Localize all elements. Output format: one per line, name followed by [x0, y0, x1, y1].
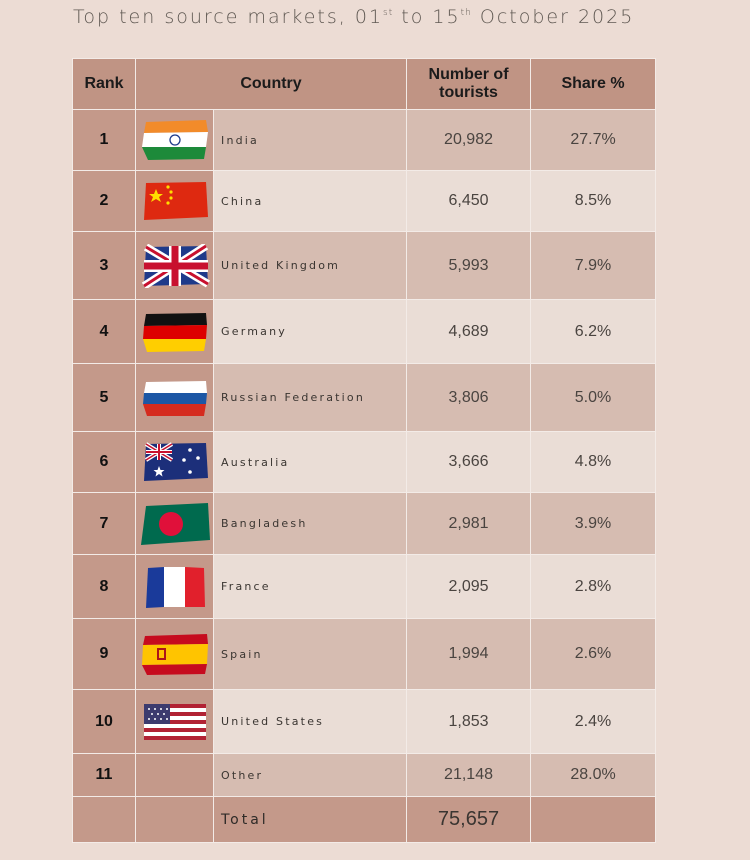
tourists-cell: 3,806: [406, 363, 532, 432]
share-cell: 3.9%: [530, 492, 657, 555]
country-cell: Australia: [212, 431, 408, 493]
usa-flag-icon: [143, 703, 206, 740]
total-row: Total 75,657: [72, 796, 657, 843]
rank-cell: [72, 796, 136, 843]
country-cell: Bangladesh: [212, 492, 408, 555]
table-row: 6 Australia 3,666: [72, 431, 657, 493]
table-row: 2 China 6,450 8.5%: [72, 170, 657, 232]
rank-cell: 11: [72, 753, 136, 797]
share-cell: 2.4%: [530, 689, 657, 754]
flag-cell: [135, 109, 214, 171]
tourists-cell: 21,148: [406, 753, 532, 797]
table-row: 9 Spain 1,994 2.6%: [72, 618, 657, 690]
rank-header: Rank: [72, 58, 136, 110]
tourists-cell: 20,982: [406, 109, 532, 171]
rank-cell: 6: [72, 431, 136, 493]
table-row: 5 Russian Federation 3,806 5.0%: [72, 363, 657, 432]
rank-cell: 8: [72, 554, 136, 619]
rank-cell: 1: [72, 109, 136, 171]
source-markets-table: Rank Country Number of tourists Share % …: [72, 58, 657, 843]
flag-cell: [135, 753, 214, 797]
rank-cell: 5: [72, 363, 136, 432]
table-row: 4 Germany 4,689 6.2%: [72, 299, 657, 364]
bangladesh-flag-icon: [140, 502, 210, 545]
china-flag-icon: [143, 182, 208, 220]
germany-flag-icon: [142, 312, 207, 352]
table-row: 3 United Kingdom 5,993 7.9%: [72, 231, 657, 300]
country-cell: Germany: [212, 299, 408, 364]
uk-flag-icon: [141, 243, 210, 288]
tourists-cell: 1,853: [406, 689, 532, 754]
table-row: 10: [72, 689, 657, 754]
share-cell: 6.2%: [530, 299, 657, 364]
rank-cell: 2: [72, 170, 136, 232]
total-label: Total: [212, 796, 408, 843]
page-title: Top ten source markets, 01st to 15th Oct…: [73, 6, 635, 28]
france-flag-icon: [145, 566, 205, 608]
spain-flag-icon: [141, 634, 208, 675]
country-cell: India: [212, 109, 408, 171]
russia-flag-icon: [142, 380, 207, 416]
share-cell: 8.5%: [530, 170, 657, 232]
share-cell: 27.7%: [530, 109, 657, 171]
tourists-cell: 6,450: [406, 170, 532, 232]
tourists-cell: 2,981: [406, 492, 532, 555]
flag-cell: [135, 231, 214, 300]
flag-cell: [135, 431, 214, 493]
country-cell: United States: [212, 689, 408, 754]
australia-flag-icon: [143, 442, 208, 481]
flag-cell: [135, 618, 214, 690]
flag-cell: [135, 796, 214, 843]
country-cell: Other: [212, 753, 408, 797]
share-header: Share %: [530, 58, 657, 110]
flag-cell: [135, 689, 214, 754]
tourists-cell: 2,095: [406, 554, 532, 619]
total-share-cell: [530, 796, 657, 843]
country-cell: Spain: [212, 618, 408, 690]
country-cell: France: [212, 554, 408, 619]
rank-cell: 3: [72, 231, 136, 300]
country-cell: China: [212, 170, 408, 232]
tourists-cell: 1,994: [406, 618, 532, 690]
table-header-row: Rank Country Number of tourists Share %: [72, 58, 657, 110]
country-cell: Russian Federation: [212, 363, 408, 432]
flag-cell: [135, 554, 214, 619]
table-row: 1 India 20,982 27.7%: [72, 109, 657, 171]
flag-cell: [135, 363, 214, 432]
tourists-cell: 3,666: [406, 431, 532, 493]
rank-cell: 4: [72, 299, 136, 364]
country-cell: United Kingdom: [212, 231, 408, 300]
total-tourists: 75,657: [406, 796, 532, 843]
tourists-header: Number of tourists: [406, 58, 532, 110]
tourists-cell: 5,993: [406, 231, 532, 300]
rank-cell: 7: [72, 492, 136, 555]
table-row: 7 Bangladesh 2,981 3.9%: [72, 492, 657, 555]
tourists-cell: 4,689: [406, 299, 532, 364]
rank-cell: 9: [72, 618, 136, 690]
table-row: 8 France 2,095 2.8%: [72, 554, 657, 619]
share-cell: 7.9%: [530, 231, 657, 300]
flag-cell: [135, 492, 214, 555]
share-cell: 5.0%: [530, 363, 657, 432]
india-flag-icon: [141, 120, 208, 160]
flag-cell: [135, 299, 214, 364]
table-row: 11 Other 21,148 28.0%: [72, 753, 657, 797]
share-cell: 2.8%: [530, 554, 657, 619]
flag-cell: [135, 170, 214, 232]
rank-cell: 10: [72, 689, 136, 754]
share-cell: 2.6%: [530, 618, 657, 690]
country-header: Country: [134, 58, 408, 110]
share-cell: 4.8%: [530, 431, 657, 493]
share-cell: 28.0%: [530, 753, 657, 797]
